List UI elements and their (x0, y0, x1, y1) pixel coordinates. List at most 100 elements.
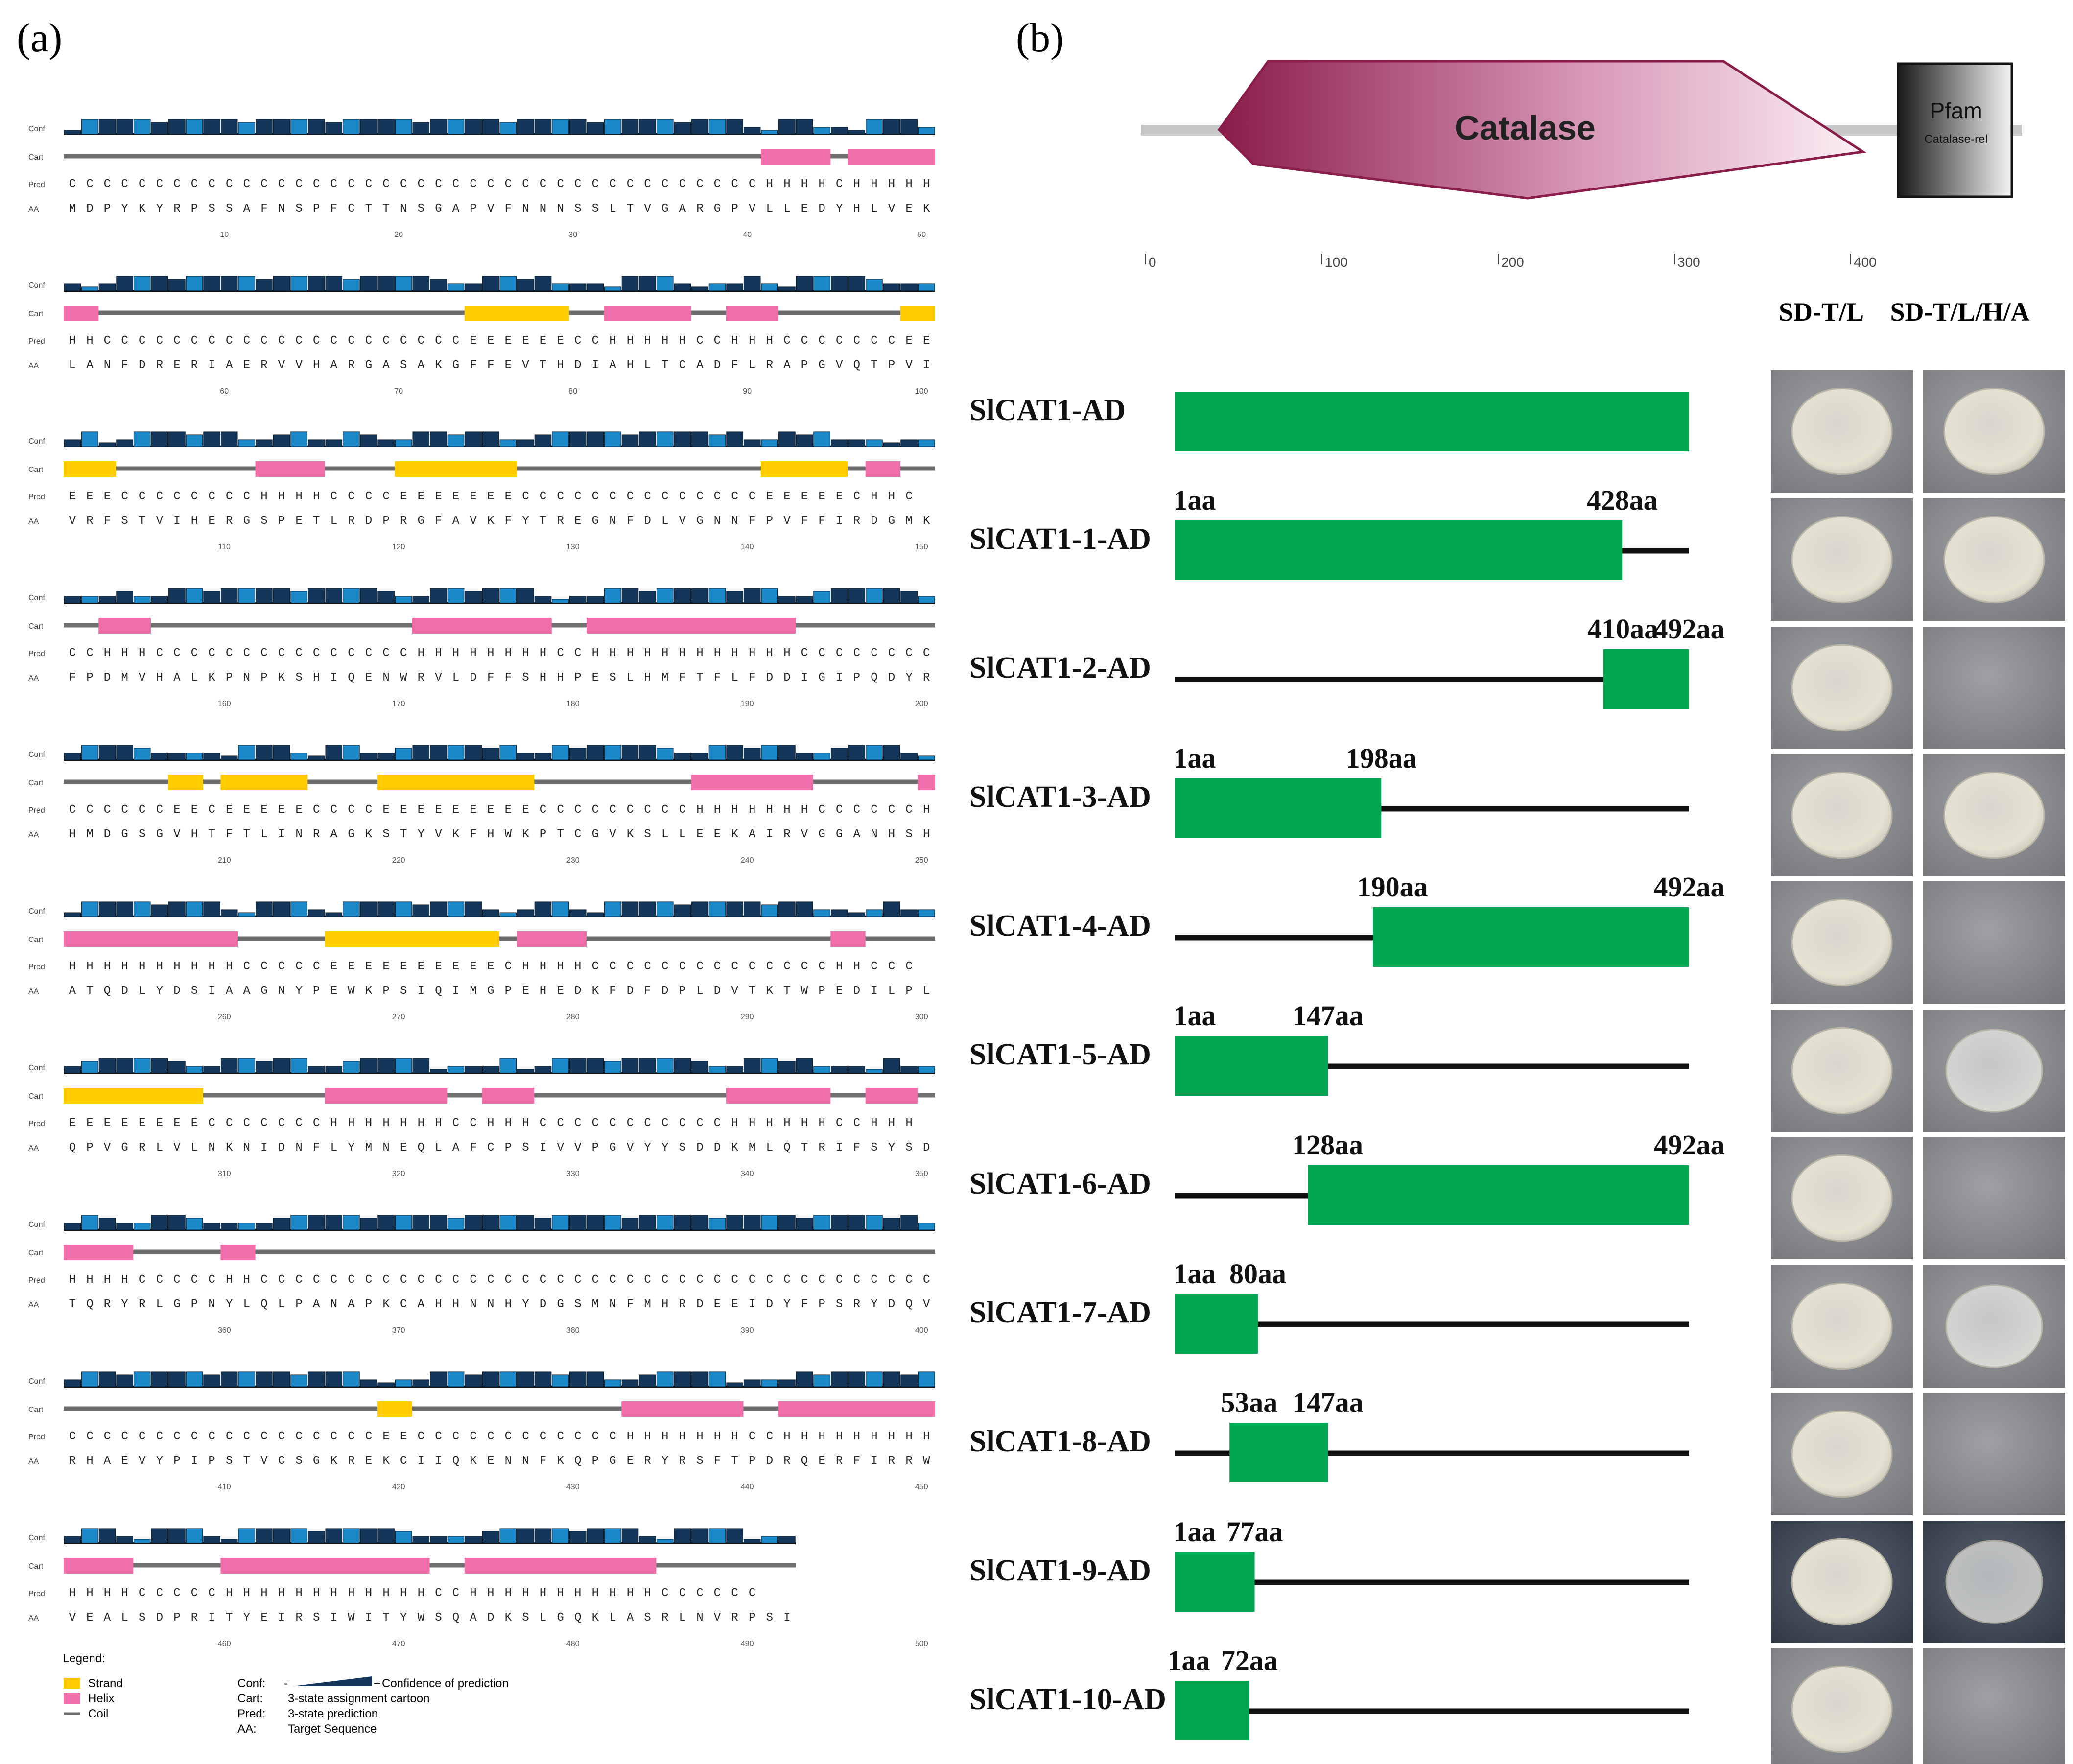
legend-aa-desc: Target Sequence (288, 1722, 377, 1736)
conf-bar (534, 1218, 552, 1230)
pred-letter: C (173, 1273, 180, 1287)
strand-segment (395, 461, 517, 477)
aa-letter: A (853, 828, 861, 841)
pred-letter: C (592, 960, 599, 973)
conf-bar (552, 1058, 569, 1074)
aa-letter: K (435, 359, 442, 372)
position-tick: 420 (392, 1483, 405, 1491)
pred-letter: H (888, 178, 895, 191)
conf-bar (412, 1536, 430, 1544)
aa-letter: F (435, 515, 442, 528)
aa-letter: S (400, 985, 407, 998)
pred-letter: C (505, 178, 512, 191)
conf-row-label: Conf (28, 1534, 45, 1542)
position-tick: 260 (218, 1013, 231, 1021)
position-tick: 100 (915, 387, 928, 396)
conf-bar (813, 431, 830, 447)
pred-letter: H (853, 178, 860, 191)
pred-letter: C (592, 1273, 599, 1287)
pred-letter: H (104, 647, 111, 660)
conf-bar (273, 745, 290, 760)
y2h-plates (1771, 370, 2065, 1764)
conf-bar (639, 1058, 656, 1074)
yeast-colony (1943, 516, 2045, 604)
pred-letter: C (609, 1273, 616, 1287)
aa-letter: C (679, 359, 686, 372)
conf-bar (343, 279, 360, 291)
panel-a-label: (a) (17, 15, 62, 61)
aa-letter: V (470, 515, 477, 528)
pred-letter: C (139, 1587, 145, 1600)
pred-letter: C (470, 178, 476, 191)
pred-letter: H (923, 803, 930, 817)
pred-letter: H (801, 1117, 808, 1130)
conf-bar (691, 1061, 708, 1074)
aa-letter: V (278, 359, 285, 372)
conf-bar (307, 1371, 325, 1387)
aa-letter: G (836, 828, 843, 841)
pred-letter: H (783, 178, 790, 191)
pred-letter: H (888, 1117, 895, 1130)
conf-row-label: Conf (28, 751, 45, 759)
psipred-legend: Legend: Strand Helix Coil Conf: - + Conf… (63, 1652, 509, 1736)
aa-letter: E (121, 1455, 128, 1468)
position-tick: 440 (741, 1483, 754, 1491)
position-tick: 430 (566, 1483, 580, 1491)
conf-bar (656, 276, 674, 291)
conf-bar (656, 588, 674, 604)
pred-letter: E (435, 490, 442, 503)
conf-bar (81, 901, 98, 917)
pred-letter: C (609, 490, 616, 503)
pred-letter: C (313, 960, 320, 973)
conf-bar (377, 753, 395, 760)
pred-letter: H (139, 960, 145, 973)
conf-bar (813, 1374, 830, 1387)
yeast-colony (1791, 644, 1893, 732)
aa-letter: E (627, 1455, 634, 1468)
pred-letter: C (452, 1587, 459, 1600)
conf-bar (813, 753, 830, 760)
aa-letter: P (208, 1455, 215, 1468)
pred-letter: C (173, 490, 180, 503)
pred-letter: C (156, 1430, 163, 1443)
conf-bar (708, 1528, 726, 1544)
helix-segment (587, 618, 796, 634)
aa-letter: P (191, 1298, 198, 1311)
conf-bar (761, 745, 778, 760)
pred-letter: H (505, 647, 512, 660)
conf-bar (256, 901, 273, 917)
conf-bar (674, 753, 691, 760)
aa-letter: L (661, 515, 668, 528)
conf-bar (517, 753, 534, 760)
aa-letter: N (243, 1141, 250, 1154)
conf-bar (395, 596, 412, 604)
aa-letter: E (295, 515, 302, 528)
pred-letter: E (278, 803, 285, 817)
plate-square (1923, 881, 2065, 1004)
pred-letter: C (191, 1430, 198, 1443)
conf-bar (325, 1528, 343, 1544)
aa-letter: P (278, 515, 285, 528)
pred-letter: H (522, 1587, 529, 1600)
pred-letter: C (487, 178, 494, 191)
pred-letter: C (69, 178, 76, 191)
conf-bar (866, 588, 883, 604)
aa-letter: K (330, 1455, 338, 1468)
aa-letter: C (348, 202, 354, 215)
conf-bar (691, 431, 708, 447)
conf-bar (81, 596, 98, 604)
pred-letter: C (330, 178, 337, 191)
pred-letter: H (452, 647, 459, 660)
conf-bar (604, 588, 621, 604)
pred-letter: E (923, 334, 930, 348)
conf-bar (778, 1379, 796, 1387)
aa-letter: G (592, 515, 599, 528)
aa-letter: T (540, 359, 546, 372)
pred-row-label: Pred (28, 493, 45, 501)
aa-letter: F (470, 828, 476, 841)
aa-letter: N (330, 1298, 337, 1311)
aa-letter: L (731, 671, 738, 684)
conf-bar (761, 1215, 778, 1230)
pred-letter: C (173, 1430, 180, 1443)
